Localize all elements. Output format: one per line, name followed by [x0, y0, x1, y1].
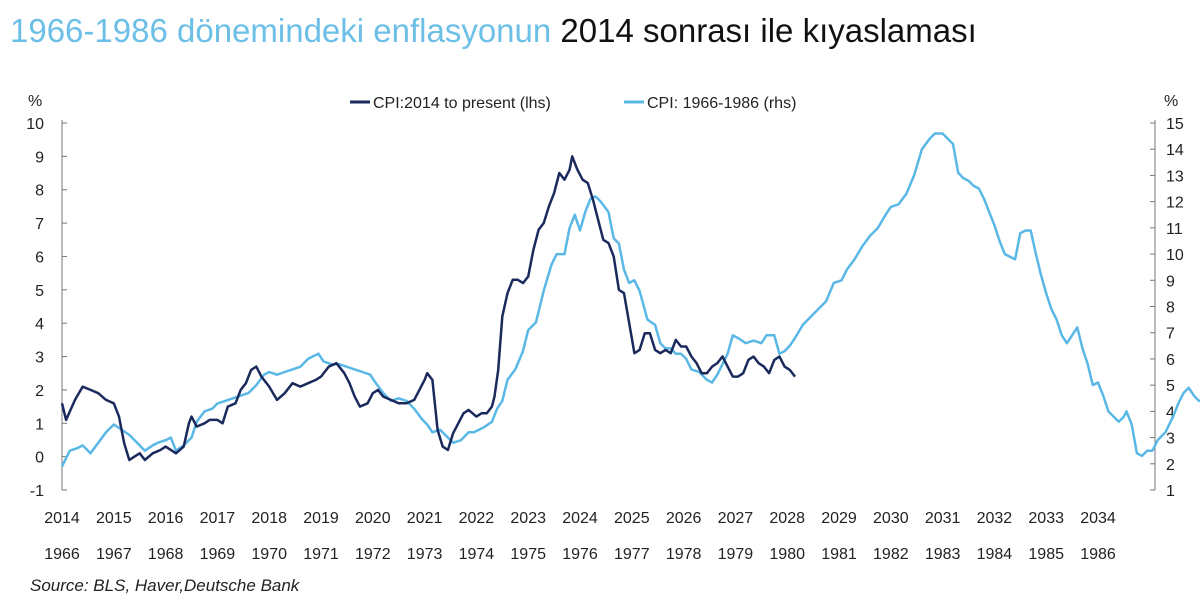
legend-label-1966: CPI: 1966-1986 (rhs) [647, 95, 796, 112]
x-tick-label-bottom: 1975 [510, 546, 546, 563]
x-tick-label-bottom: 1985 [1028, 546, 1064, 563]
x-tick-label-bottom: 1969 [200, 546, 236, 563]
right-tick-label: 9 [1166, 273, 1175, 290]
chart-legend: CPI:2014 to present (lhs) CPI: 1966-1986… [350, 95, 796, 112]
x-tick-label-bottom: 1978 [666, 546, 702, 563]
x-tick-label-bottom: 1982 [873, 546, 909, 563]
chart-series [60, 132, 1200, 467]
chart-axes: % %-1012345678910123456789101112131415201… [26, 93, 1184, 563]
right-tick-label: 12 [1166, 195, 1184, 212]
right-tick-label: 7 [1166, 326, 1175, 343]
series-line-1966 [60, 132, 1200, 467]
x-tick-label-top: 2033 [1028, 510, 1064, 527]
left-tick-label: 1 [35, 416, 44, 433]
legend-label-2014: CPI:2014 to present (lhs) [373, 95, 551, 112]
x-tick-label-top: 2019 [303, 510, 339, 527]
left-tick-label: 3 [35, 350, 44, 367]
left-tick-label: 10 [26, 116, 44, 133]
x-tick-label-top: 2024 [562, 510, 598, 527]
x-tick-label-top: 2023 [510, 510, 546, 527]
x-tick-label-top: 2026 [666, 510, 702, 527]
left-tick-label: 7 [35, 216, 44, 233]
x-tick-label-bottom: 1980 [769, 546, 805, 563]
right-axis-unit: % [1164, 93, 1178, 110]
x-tick-label-bottom: 1977 [614, 546, 650, 563]
x-tick-label-bottom: 1981 [821, 546, 857, 563]
x-tick-label-bottom: 1972 [355, 546, 391, 563]
right-tick-label: 8 [1166, 300, 1175, 317]
left-tick-label: 4 [35, 316, 44, 333]
title-part-2: 2014 sonrası ile kıyaslaması [560, 12, 977, 49]
x-tick-label-bottom: 1983 [925, 546, 961, 563]
right-tick-label: 15 [1166, 116, 1184, 133]
right-tick-label: 10 [1166, 247, 1184, 264]
right-tick-label: 5 [1166, 378, 1175, 395]
chart-title: 1966-1986 dönemindeki enflasyonun 2014 s… [10, 12, 977, 50]
right-tick-label: 3 [1166, 431, 1175, 448]
x-tick-label-bottom: 1974 [459, 546, 495, 563]
x-tick-label-top: 2029 [821, 510, 857, 527]
right-tick-label: 2 [1166, 457, 1175, 474]
left-tick-label: 6 [35, 249, 44, 266]
source-note: Source: BLS, Haver,Deutsche Bank [30, 576, 300, 595]
x-tick-label-top: 2021 [407, 510, 443, 527]
right-tick-label: 1 [1166, 483, 1175, 500]
x-tick-label-bottom: 1968 [148, 546, 184, 563]
x-tick-label-top: 2030 [873, 510, 909, 527]
left-tick-label: 8 [35, 183, 44, 200]
x-tick-label-top: 2034 [1080, 510, 1116, 527]
right-tick-label: 4 [1166, 404, 1175, 421]
x-tick-label-bottom: 1970 [251, 546, 287, 563]
x-tick-label-top: 2028 [769, 510, 805, 527]
x-tick-label-bottom: 1967 [96, 546, 132, 563]
left-tick-label: 5 [35, 283, 44, 300]
x-tick-label-bottom: 1979 [718, 546, 754, 563]
right-tick-label: 6 [1166, 352, 1175, 369]
x-tick-label-bottom: 1984 [977, 546, 1013, 563]
x-tick-label-top: 2017 [200, 510, 236, 527]
left-tick-label: -1 [30, 483, 44, 500]
left-axis-unit: % [28, 93, 42, 110]
x-tick-label-top: 2031 [925, 510, 961, 527]
series-line-2014 [60, 155, 796, 462]
x-tick-label-bottom: 1973 [407, 546, 443, 563]
x-tick-label-bottom: 1966 [44, 546, 80, 563]
left-tick-label: 2 [35, 383, 44, 400]
x-tick-label-top: 2027 [718, 510, 754, 527]
right-tick-label: 14 [1166, 142, 1184, 159]
x-tick-label-top: 2022 [459, 510, 495, 527]
x-tick-label-bottom: 1986 [1080, 546, 1116, 563]
x-tick-label-bottom: 1976 [562, 546, 598, 563]
x-tick-label-top: 2032 [977, 510, 1013, 527]
right-tick-label: 13 [1166, 168, 1184, 185]
x-tick-label-top: 2014 [44, 510, 80, 527]
x-tick-label-bottom: 1971 [303, 546, 339, 563]
title-part-1: 1966-1986 dönemindeki enflasyonun [10, 12, 552, 49]
x-tick-label-top: 2016 [148, 510, 184, 527]
left-tick-label: 0 [35, 450, 44, 467]
x-tick-label-top: 2015 [96, 510, 132, 527]
left-tick-label: 9 [35, 149, 44, 166]
x-tick-label-top: 2025 [614, 510, 650, 527]
right-tick-label: 11 [1166, 221, 1183, 238]
x-tick-label-top: 2018 [251, 510, 287, 527]
x-tick-label-top: 2020 [355, 510, 391, 527]
